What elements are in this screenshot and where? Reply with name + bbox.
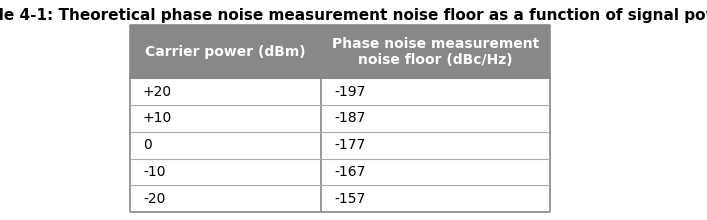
Text: 0: 0: [143, 138, 152, 152]
Text: -167: -167: [334, 165, 366, 179]
Text: -20: -20: [143, 192, 165, 206]
Text: Carrier power (dBm): Carrier power (dBm): [145, 45, 306, 59]
Text: Table 4-1: Theoretical phase noise measurement noise floor as a function of sign: Table 4-1: Theoretical phase noise measu…: [0, 8, 707, 23]
Text: +10: +10: [143, 111, 173, 125]
Text: -187: -187: [334, 111, 366, 125]
Text: -157: -157: [334, 192, 366, 206]
Text: -10: -10: [143, 165, 165, 179]
Text: -197: -197: [334, 85, 366, 99]
Text: Phase noise measurement
noise floor (dBc/Hz): Phase noise measurement noise floor (dBc…: [332, 37, 539, 67]
Text: -177: -177: [334, 138, 366, 152]
Text: +20: +20: [143, 85, 172, 99]
